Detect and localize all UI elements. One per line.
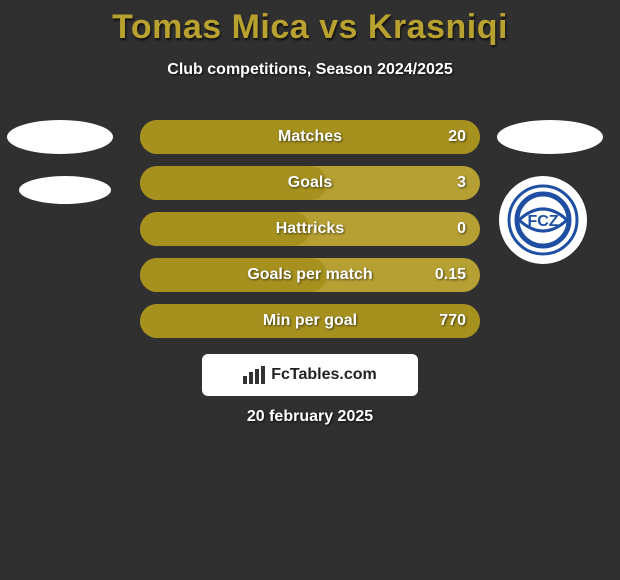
stat-label: Min per goal [140,304,480,338]
attribution-box: FcTables.com [202,354,418,396]
stat-value: 0 [457,212,466,246]
page-title: Tomas Mica vs Krasniqi [0,0,620,47]
placeholder-ellipse [497,120,603,154]
stat-bar: Hattricks0 [140,212,480,246]
placeholder-ellipse [7,120,113,154]
stat-bar: Matches20 [140,120,480,154]
stat-label: Goals [140,166,480,200]
stat-bar: Goals3 [140,166,480,200]
badge-initials: FCZ [527,213,558,230]
stat-value: 770 [439,304,466,338]
bar-chart-icon [243,366,265,384]
placeholder-ellipse [19,176,111,204]
stat-bar: Goals per match0.15 [140,258,480,292]
date-text: 20 february 2025 [0,408,620,426]
stat-value: 3 [457,166,466,200]
stat-value: 0.15 [435,258,466,292]
stat-bar: Min per goal770 [140,304,480,338]
stat-value: 20 [448,120,466,154]
attribution-text: FcTables.com [271,366,377,384]
fcz-badge-icon: FCZ [507,184,579,256]
stat-label: Hattricks [140,212,480,246]
stat-label: Goals per match [140,258,480,292]
subtitle: Club competitions, Season 2024/2025 [0,61,620,79]
player-right-slot: FCZ [495,120,605,330]
bar-list: Matches20 Goals3 Hattricks0 Goals per match… [140,120,480,350]
player-left-slot [5,120,115,330]
stat-label: Matches [140,120,480,154]
club-badge: FCZ [499,176,587,264]
